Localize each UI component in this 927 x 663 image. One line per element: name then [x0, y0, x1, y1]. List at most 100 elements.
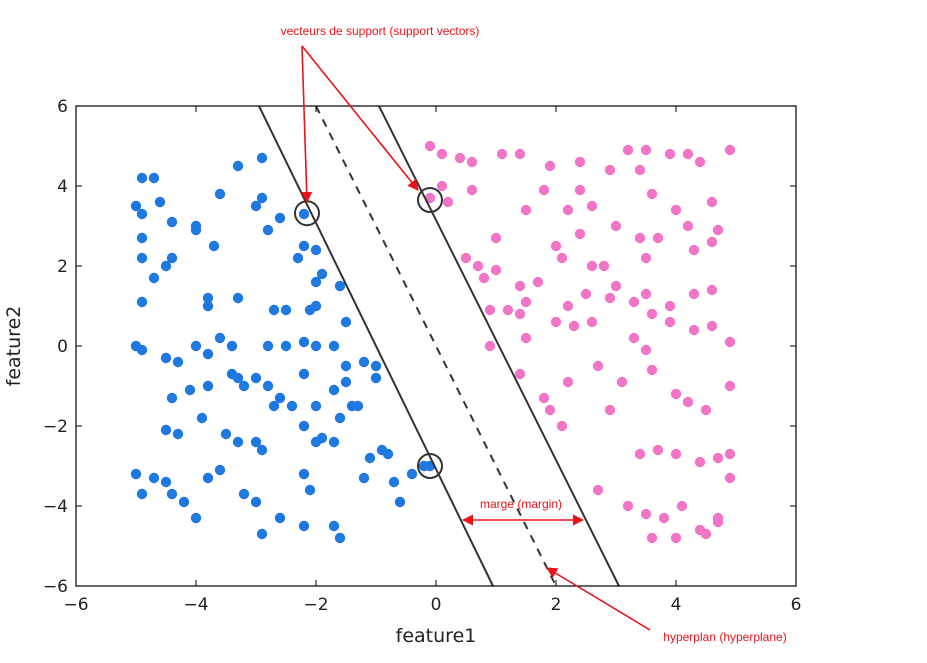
- scatter-point: [202, 472, 214, 484]
- scatter-point: [214, 188, 226, 200]
- scatter-point: [514, 368, 526, 380]
- x-tick-label: 4: [671, 595, 682, 615]
- scatter-point: [514, 280, 526, 292]
- scatter-point: [688, 288, 700, 300]
- x-tick-label: 6: [791, 595, 802, 615]
- scatter-point: [208, 240, 220, 252]
- scatter-point: [478, 272, 490, 284]
- scatter-point: [370, 360, 382, 372]
- scatter-point: [280, 304, 292, 316]
- scatter-point: [520, 296, 532, 308]
- y-tick-label: −6: [43, 577, 68, 597]
- scatter-point: [160, 260, 172, 272]
- scatter-point: [136, 252, 148, 264]
- scatter-point: [682, 220, 694, 232]
- scatter-point: [154, 196, 166, 208]
- scatter-point: [148, 472, 160, 484]
- scatter-point: [586, 200, 598, 212]
- scatter-point: [646, 308, 658, 320]
- scatter-point: [562, 204, 574, 216]
- scatter-point: [568, 320, 580, 332]
- scatter-point: [580, 288, 592, 300]
- scatter-point: [358, 356, 370, 368]
- scatter-point: [304, 304, 316, 316]
- scatter-point: [604, 292, 616, 304]
- scatter-point: [724, 144, 736, 156]
- scatter-point: [616, 376, 628, 388]
- scatter-point: [136, 488, 148, 500]
- scatter-point: [274, 212, 286, 224]
- scatter-point: [388, 476, 400, 488]
- scatter-point: [256, 444, 268, 456]
- scatter-point: [310, 276, 322, 288]
- scatter-point: [298, 520, 310, 532]
- y-tick-label: 0: [57, 337, 68, 357]
- scatter-point: [514, 148, 526, 160]
- scatter-point: [652, 444, 664, 456]
- scatter-point: [310, 244, 322, 256]
- x-tick-label: −6: [63, 595, 88, 615]
- annotation-margin: marge (margin): [480, 497, 562, 511]
- scatter-point: [454, 152, 466, 164]
- scatter-point: [490, 232, 502, 244]
- scatter-point: [238, 380, 250, 392]
- scatter-point: [340, 316, 352, 328]
- scatter-point: [178, 496, 190, 508]
- annotation-support-vectors: vecteurs de support (support vectors): [281, 24, 480, 38]
- scatter-point: [556, 252, 568, 264]
- scatter-point: [256, 152, 268, 164]
- scatter-point: [658, 512, 670, 524]
- scatter-point: [496, 148, 508, 160]
- scatter-point: [358, 472, 370, 484]
- x-tick-label: −2: [303, 595, 328, 615]
- scatter-point: [316, 268, 328, 280]
- scatter-point: [298, 468, 310, 480]
- scatter-point: [334, 532, 346, 544]
- scatter-point: [712, 224, 724, 236]
- scatter-point: [652, 232, 664, 244]
- scatter-point: [364, 452, 376, 464]
- scatter-point: [292, 252, 304, 264]
- scatter-point: [340, 376, 352, 388]
- support-vector-ring: [417, 187, 443, 213]
- scatter-point: [700, 404, 712, 416]
- arrow-hyperplane: [546, 567, 651, 631]
- scatter-point: [352, 400, 364, 412]
- scatter-point: [148, 272, 160, 284]
- scatter-point: [256, 192, 268, 204]
- scatter-point: [628, 296, 640, 308]
- scatter-point: [532, 276, 544, 288]
- scatter-point: [250, 436, 262, 448]
- scatter-point: [238, 488, 250, 500]
- scatter-point: [646, 188, 658, 200]
- scatter-point: [160, 476, 172, 488]
- scatter-point: [610, 280, 622, 292]
- annotations: vecteurs de support (support vectors) ma…: [281, 24, 787, 644]
- decision-lines: [258, 105, 620, 587]
- scatter-point: [472, 260, 484, 272]
- scatter-point: [670, 204, 682, 216]
- scatter-point: [670, 532, 682, 544]
- scatter-point: [136, 232, 148, 244]
- axis-ticks: −6 −4 −2 0 2 4 6 −6 −4 −2 0 2 4 6: [43, 97, 801, 615]
- scatter-point: [574, 228, 586, 240]
- scatter-point: [706, 236, 718, 248]
- scatter-point: [226, 340, 238, 352]
- scatter-point: [586, 316, 598, 328]
- scatter-point: [298, 208, 310, 220]
- scatter-point: [334, 412, 346, 424]
- scatter-point: [724, 336, 736, 348]
- scatter-point: [250, 372, 262, 384]
- scatter-point: [262, 224, 274, 236]
- scatter-point: [706, 284, 718, 296]
- scatter-point: [160, 424, 172, 436]
- scatter-point: [166, 488, 178, 500]
- scatter-point: [172, 356, 184, 368]
- margin-line: [258, 105, 494, 587]
- scatter-point: [232, 372, 244, 384]
- scatter-point: [304, 484, 316, 496]
- scatter-point: [328, 520, 340, 532]
- scatter-point: [670, 388, 682, 400]
- scatter-point: [250, 200, 262, 212]
